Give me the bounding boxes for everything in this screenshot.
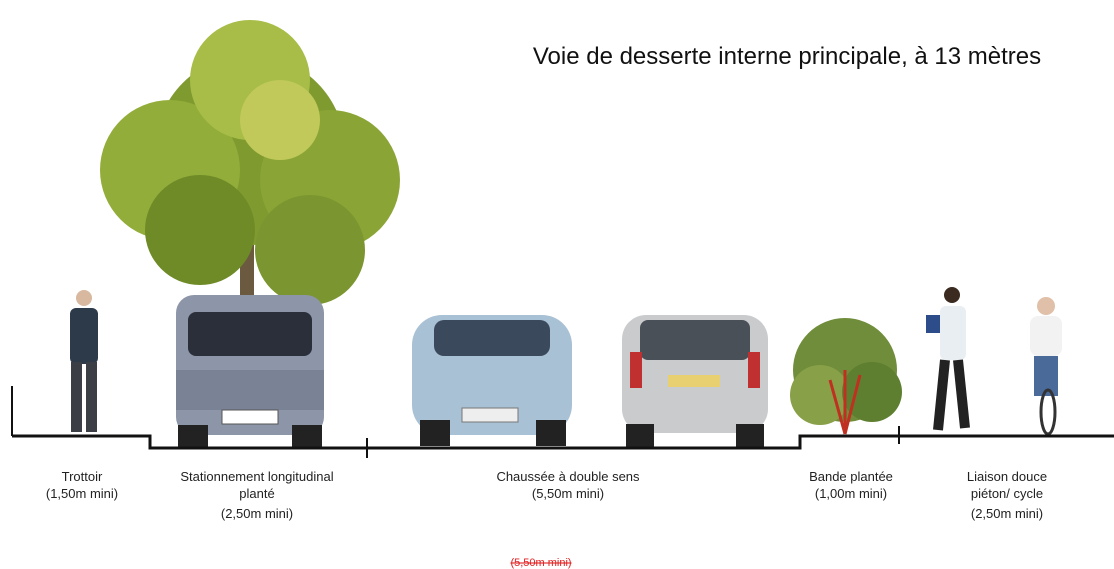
section-label: Trottoir [62,469,103,484]
section-label: (1,00m mini) [815,486,887,501]
section-label: (5,50m mini) [532,486,604,501]
shrub [790,318,902,434]
cyclist [1030,297,1062,434]
struck-note: (5,50m mini) [510,557,571,569]
walker [926,287,966,430]
car-front [412,315,572,446]
section-label: (2,50m mini) [971,506,1043,521]
street-profile: Voie de desserte interne principale, à 1… [0,0,1114,569]
section-label: Liaison douce [967,469,1047,484]
section-label: Chaussée à double sens [496,469,640,484]
pedestrian [70,290,98,432]
section-label: (2,50m mini) [221,506,293,521]
section-label: planté [239,486,274,501]
van [176,295,324,447]
section-label: Bande plantée [809,469,893,484]
section-label: piéton/ cycle [971,486,1043,501]
section-labels: Trottoir (1,50m mini) Stationnement long… [46,469,1047,521]
section-label: Stationnement longitudinal [180,469,333,484]
car-rear [622,315,768,448]
title: Voie de desserte interne principale, à 1… [533,43,1041,70]
section-label: (1,50m mini) [46,486,118,501]
tree [100,20,400,330]
